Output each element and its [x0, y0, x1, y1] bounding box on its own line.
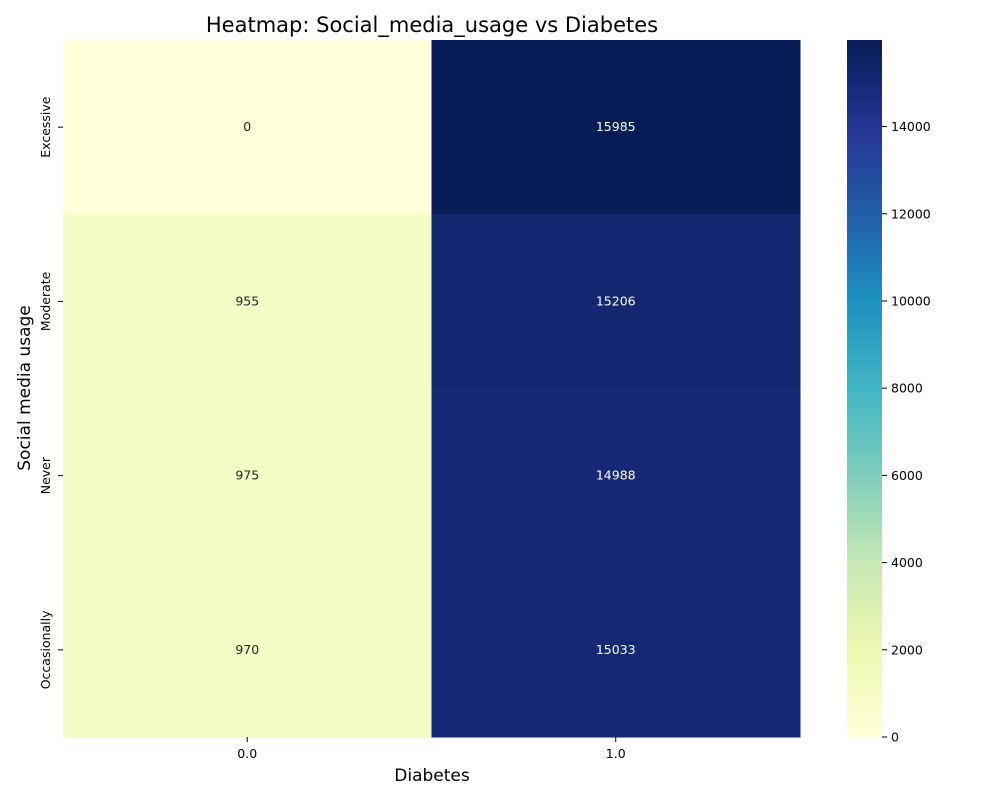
colorbar-tick-label: 8000 [891, 381, 923, 396]
heatmap-cell [431, 562, 801, 738]
colorbar-gradient [847, 40, 882, 737]
heatmap-cell [63, 214, 432, 389]
cell-value-label: 0 [243, 119, 251, 134]
heatmap-cell [63, 562, 432, 738]
cell-value-label: 14988 [596, 468, 636, 483]
cell-value-label: 15206 [596, 293, 636, 308]
cell-value-label: 975 [235, 468, 259, 483]
heatmap-cell [431, 40, 801, 215]
y-tick-label: Never [38, 456, 53, 494]
colorbar-tick-label: 12000 [891, 206, 931, 221]
heatmap-cell [63, 388, 432, 564]
y-tick-label: Excessive [38, 96, 53, 158]
x-tick-label: 0.0 [237, 746, 257, 761]
colorbar-tick-label: 2000 [891, 642, 923, 657]
heatmap-cells: 0 15985 955 15206 975 14988 970 15033 [63, 40, 801, 738]
y-tick-label: Occasionally [38, 610, 53, 689]
x-axis-label: Diabetes [394, 766, 470, 786]
cell-value-label: 955 [235, 293, 259, 308]
heatmap-cell [63, 40, 432, 215]
y-tick-label: Moderate [38, 271, 53, 331]
colorbar-tick-label: 10000 [891, 293, 931, 308]
colorbar-tick-label: 6000 [891, 468, 923, 483]
y-axis-ticks: Excessive Moderate Never Occasionally [38, 96, 63, 689]
heatmap-cell [431, 388, 801, 564]
colorbar-tick-label: 4000 [891, 555, 923, 570]
colorbar-ticks: 0 2000 4000 6000 8000 10000 12000 14000 [882, 119, 931, 745]
colorbar: 0 2000 4000 6000 8000 10000 12000 14000 [847, 40, 931, 745]
colorbar-tick-label: 14000 [891, 119, 931, 134]
cell-value-label: 15985 [596, 119, 636, 134]
cell-value-label: 970 [235, 642, 259, 657]
chart-title: Heatmap: Social_media_usage vs Diabetes [206, 13, 658, 38]
cell-value-label: 15033 [596, 642, 636, 657]
y-axis-label: Social media usage [15, 305, 35, 470]
heatmap-cell [431, 214, 801, 389]
colorbar-tick-label: 0 [891, 730, 899, 745]
x-axis-ticks: 0.0 1.0 [237, 737, 626, 761]
x-tick-label: 1.0 [606, 746, 626, 761]
